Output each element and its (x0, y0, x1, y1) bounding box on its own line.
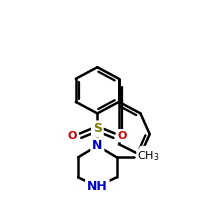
Text: CH$_3$: CH$_3$ (137, 150, 160, 163)
Text: S: S (93, 122, 102, 135)
Text: N: N (141, 148, 152, 161)
Text: O: O (68, 131, 77, 141)
Text: N: N (92, 139, 103, 152)
Text: O: O (117, 131, 127, 141)
Text: NH: NH (87, 180, 108, 193)
